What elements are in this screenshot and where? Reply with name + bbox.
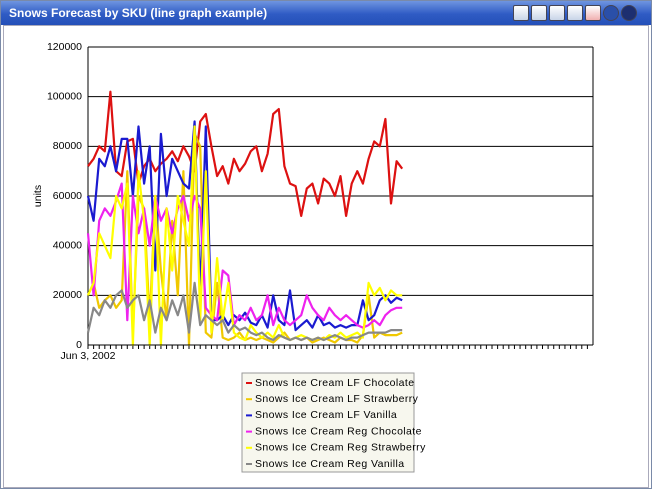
edit-button[interactable] [567, 5, 583, 21]
y-tick-label: 60000 [53, 190, 82, 202]
legend-label: Snows Ice Cream Reg Chocolate [255, 425, 422, 437]
globe-button[interactable] [531, 5, 547, 21]
y-tick-label: 20000 [53, 289, 82, 301]
title-bar: Snows Forecast by SKU (line graph exampl… [1, 1, 651, 25]
series-line [86, 120, 403, 332]
legend-label: Snows Ice Cream LF Chocolate [255, 377, 414, 389]
legend-label: Snows Ice Cream Reg Strawberry [255, 442, 426, 454]
series-line [87, 90, 404, 217]
y-tick-label: 80000 [53, 140, 82, 152]
x-tick-label: Jun 3, 2002 [61, 350, 116, 362]
back-button[interactable] [603, 5, 619, 21]
info-button[interactable] [549, 5, 565, 21]
legend-label: Snows Ice Cream LF Strawberry [255, 393, 419, 405]
y-tick-label: 120000 [47, 41, 82, 53]
legend-label: Snows Ice Cream LF Vanilla [255, 409, 397, 421]
series-line [86, 182, 403, 329]
legend-label: Snows Ice Cream Reg Vanilla [255, 458, 405, 470]
series-line [86, 125, 403, 347]
y-tick-label: 40000 [53, 239, 82, 251]
remove-button[interactable] [585, 5, 601, 21]
series-line [86, 281, 403, 342]
y-axis-label: units [32, 185, 44, 207]
y-tick-label: 0 [76, 339, 82, 351]
window-title: Snows Forecast by SKU (line graph exampl… [9, 6, 268, 20]
y-tick-label: 100000 [47, 90, 82, 102]
close-button[interactable] [621, 5, 637, 21]
window-body [3, 25, 649, 488]
legend-box [241, 372, 415, 473]
refresh-button[interactable] [513, 5, 529, 21]
